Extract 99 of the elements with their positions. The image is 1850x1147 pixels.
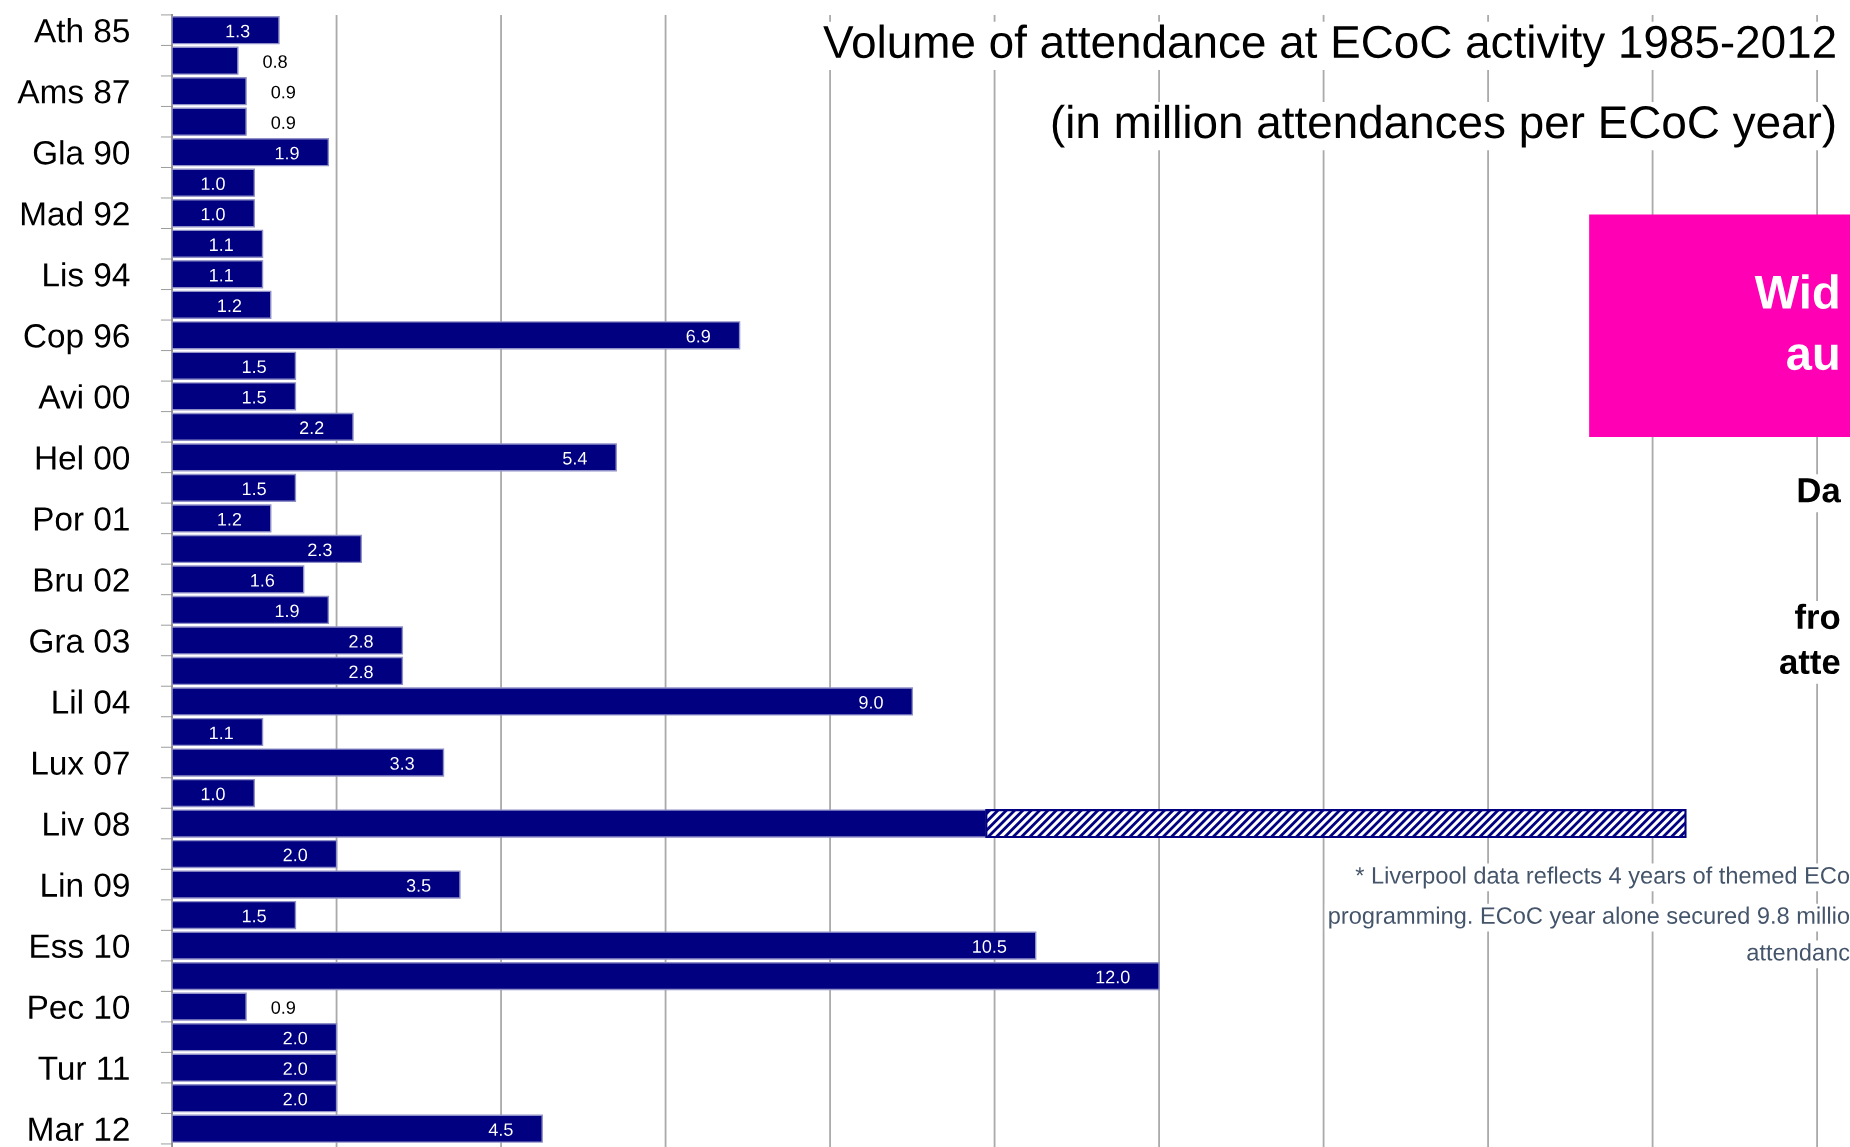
bar xyxy=(172,504,272,533)
bar xyxy=(172,626,404,655)
bar xyxy=(172,382,297,411)
bar xyxy=(172,656,404,686)
bar xyxy=(172,473,297,503)
data-label: 6.9 xyxy=(686,329,710,343)
data-label: 2.0 xyxy=(283,848,308,862)
bar xyxy=(172,351,297,380)
data-label: 2.0 xyxy=(283,1062,308,1075)
data-label: 1.2 xyxy=(218,512,242,526)
bar xyxy=(172,565,305,594)
data-label: 1.9 xyxy=(275,146,299,160)
data-label: 3.5 xyxy=(406,879,431,892)
annotation: fro atte xyxy=(1780,603,1840,675)
annotation: programming. ECoC year alone secured 9.8 millio xyxy=(1329,906,1850,929)
data-label: 0.9 xyxy=(271,1001,295,1014)
y-tick-label: Pec 10 xyxy=(29,995,130,1020)
y-tick-label: Bru 02 xyxy=(34,568,129,592)
chart-title: Volume of attendance at ECoC activity 1985-2012 xyxy=(823,24,1835,68)
bar xyxy=(172,870,461,899)
data-label: 0.9 xyxy=(271,116,295,129)
data-label: 2.2 xyxy=(300,421,324,434)
bar xyxy=(172,1023,338,1052)
bar xyxy=(172,1084,338,1113)
bar xyxy=(172,229,264,258)
bar xyxy=(172,961,1160,991)
data-label: 2.8 xyxy=(349,665,373,679)
data-label: 2.0 xyxy=(283,1092,308,1106)
annotation: Da xyxy=(1798,478,1841,503)
bar xyxy=(172,16,280,45)
data-label: 1.5 xyxy=(242,360,266,374)
y-tick-label: Cop 96 xyxy=(24,324,129,355)
y-tick-label: Tur 11 xyxy=(38,1056,129,1081)
y-tick-label: Liv 08 xyxy=(44,811,129,836)
y-tick-label: Ath 85 xyxy=(34,18,129,43)
bar xyxy=(172,778,255,808)
bar xyxy=(172,534,362,564)
y-tick-label: Ams 87 xyxy=(17,80,129,104)
bar xyxy=(172,46,239,75)
y-tick-label: Gra 03 xyxy=(30,629,129,653)
data-label: 9.0 xyxy=(859,695,883,709)
y-tick-label: Ess 10 xyxy=(31,934,130,959)
bar xyxy=(172,717,264,747)
y-tick-label: Lis 94 xyxy=(44,262,130,287)
y-tick-label: Mad 92 xyxy=(21,201,129,226)
annotation: * Liverpool data reflects 4 years of themed ECo xyxy=(1355,866,1850,889)
data-label: 2.0 xyxy=(283,1031,308,1045)
bar xyxy=(172,595,330,625)
bar xyxy=(172,992,247,1021)
y-tick-label: Lin 09 xyxy=(42,872,129,897)
data-label: 1.5 xyxy=(242,391,266,404)
text: (in million attendances per ECoC year) xyxy=(1052,104,1835,148)
data-label: 1.5 xyxy=(242,909,266,923)
data-label: 12.0 xyxy=(1096,970,1130,984)
y-tick-label: Lil 04 xyxy=(53,689,130,714)
data-label: 1.0 xyxy=(201,207,225,221)
data-label: 1.2 xyxy=(218,299,242,312)
data-label: 1.1 xyxy=(210,268,233,282)
data-label: 1.1 xyxy=(210,238,233,251)
bar xyxy=(172,931,1037,960)
bar xyxy=(172,900,297,930)
data-label: 0.9 xyxy=(271,85,295,99)
bar xyxy=(172,321,741,350)
bar xyxy=(172,77,247,106)
bar xyxy=(172,412,354,441)
data-label: 1.1 xyxy=(210,726,233,740)
annotation: attendanc xyxy=(1747,943,1850,961)
bar xyxy=(172,687,914,716)
data-label: 1.9 xyxy=(275,604,299,618)
y-tick-label: Gla 90 xyxy=(33,140,130,165)
bar xyxy=(172,748,445,777)
bar xyxy=(172,290,272,319)
data-label: 1.3 xyxy=(226,24,250,38)
data-label: 1.0 xyxy=(201,787,225,801)
data-label: 1.6 xyxy=(251,573,275,587)
annotation: Wid au xyxy=(1754,274,1838,371)
bar xyxy=(172,138,330,167)
bar xyxy=(172,199,255,228)
data-label: 4.5 xyxy=(488,1123,513,1136)
data-label: 0.8 xyxy=(263,55,287,68)
y-tick-label: Hel 00 xyxy=(36,445,130,470)
data-label: 3.3 xyxy=(390,757,414,770)
data-label: 1.0 xyxy=(201,177,225,191)
y-tick-label: Avi 00 xyxy=(38,384,130,409)
data-label: 1.5 xyxy=(242,482,266,496)
data-label: 2.3 xyxy=(308,543,332,557)
bar xyxy=(172,1114,543,1143)
data-label: 10.5 xyxy=(973,940,1007,953)
bar xyxy=(172,260,264,289)
bar xyxy=(172,168,255,197)
data-label: 5.4 xyxy=(563,452,587,465)
bar xyxy=(172,443,617,472)
y-tick-label: Por 01 xyxy=(34,507,129,531)
y-tick-label: Mar 12 xyxy=(29,1117,129,1142)
data-label: 2.8 xyxy=(349,634,373,648)
bar xyxy=(172,839,338,869)
bar xyxy=(172,107,247,136)
y-tick-label: Lux 07 xyxy=(33,751,129,775)
bar xyxy=(172,1053,338,1082)
